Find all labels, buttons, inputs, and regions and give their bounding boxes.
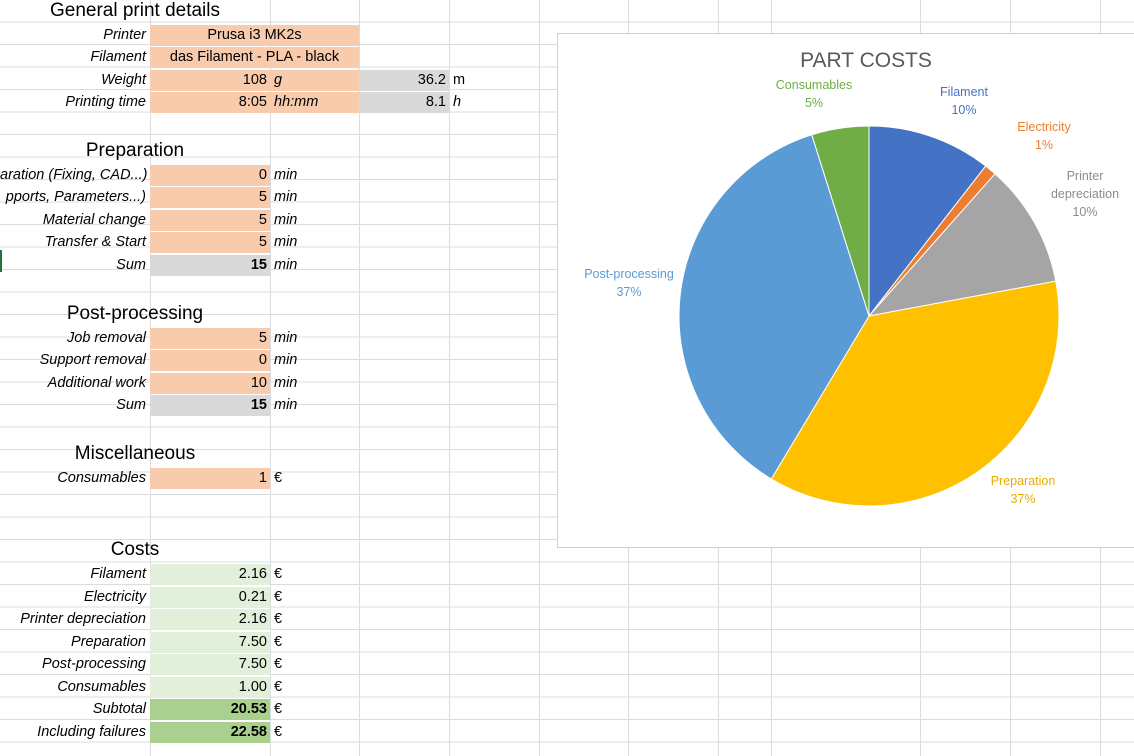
- data-label-category: Post-processing: [584, 267, 674, 281]
- pie-slice-printer-depreciation[interactable]: [867, 173, 1057, 317]
- cost-row-unit: €: [274, 589, 283, 605]
- cost-row-unit: €: [274, 679, 283, 695]
- cost-row-unit: €: [274, 656, 283, 672]
- printing-time-label: Printing time: [65, 94, 146, 110]
- data-label-category: Printer: [1067, 169, 1104, 183]
- filament-label: Filament: [90, 49, 146, 65]
- prep-sum-label: Sum: [116, 257, 146, 273]
- prep-row-unit: min: [274, 189, 298, 205]
- prep-row-value[interactable]: 5: [150, 210, 270, 231]
- consumables-cell[interactable]: 1: [150, 468, 270, 489]
- printing-hours-unit: h: [453, 94, 462, 110]
- cost-row-value[interactable]: 7.50: [150, 632, 270, 653]
- chart-title: PART COSTS: [800, 49, 932, 72]
- filament-cell[interactable]: das Filament - PLA - black: [150, 47, 359, 68]
- data-label-percent: 1%: [1035, 138, 1053, 152]
- printing-time-unit: hh:mm: [270, 92, 359, 113]
- prep-row-value[interactable]: 5: [150, 232, 270, 253]
- cost-row-label: Consumables: [57, 679, 146, 695]
- cost-row-label: Preparation: [71, 634, 146, 650]
- data-label-percent: 5%: [805, 96, 823, 110]
- consumables-unit: €: [274, 470, 283, 486]
- data-label-category: Filament: [940, 85, 988, 99]
- cost-row-value[interactable]: 2.16: [150, 564, 270, 585]
- data-label-category: Preparation: [991, 474, 1056, 488]
- data-label-category: Electricity: [1017, 120, 1071, 134]
- grid-column-line: [539, 0, 540, 756]
- prep-sum-value[interactable]: 15: [150, 255, 270, 276]
- prep-row-value[interactable]: 0: [150, 165, 270, 186]
- prep-row-value[interactable]: 5: [150, 187, 270, 208]
- section-header-costs: Costs: [110, 539, 160, 560]
- weight-cell[interactable]: 108: [150, 70, 270, 91]
- pie-slice-preparation[interactable]: [770, 280, 1060, 507]
- subtotal-label: Subtotal: [92, 701, 146, 717]
- cost-row-unit: €: [274, 634, 283, 650]
- post-sum-unit: min: [274, 397, 298, 413]
- pie-slice-post-processing[interactable]: [678, 134, 870, 480]
- post-row-value[interactable]: 10: [150, 373, 270, 394]
- prep-row-label: pports, Parameters...): [5, 189, 146, 205]
- pie-slice-consumables[interactable]: [811, 125, 870, 317]
- grid-column-line: [270, 0, 271, 756]
- printing-hours-cell[interactable]: 8.1: [359, 92, 449, 113]
- pie-chart-svg: PART COSTS Filament 10% Electricity 1% Print…: [584, 49, 1119, 507]
- post-row-unit: min: [274, 375, 298, 391]
- cost-row-unit: €: [274, 566, 283, 582]
- section-header-post-processing: Post-processing: [66, 303, 204, 324]
- including-failures-label: Including failures: [37, 724, 146, 740]
- section-header-miscellaneous: Miscellaneous: [74, 443, 196, 464]
- post-row-unit: min: [274, 352, 298, 368]
- data-label-percent: 10%: [951, 103, 976, 117]
- data-label-percent: 10%: [1072, 205, 1097, 219]
- cost-row-unit: €: [274, 611, 283, 627]
- cost-row-value[interactable]: 2.16: [150, 609, 270, 630]
- data-label-percent: 37%: [1010, 492, 1035, 506]
- cost-row-label: Printer depreciation: [20, 611, 146, 627]
- subtotal-value[interactable]: 20.53: [150, 699, 270, 720]
- prep-row-label: Transfer & Start: [44, 234, 146, 250]
- subtotal-unit: €: [274, 701, 283, 717]
- selection-indicator: [0, 250, 2, 272]
- post-sum-value[interactable]: 15: [150, 395, 270, 416]
- cost-row-value[interactable]: 0.21: [150, 587, 270, 608]
- weight-label: Weight: [101, 72, 146, 88]
- cost-row-label: Electricity: [83, 589, 146, 605]
- including-failures-unit: €: [274, 724, 283, 740]
- data-label-percent: 37%: [616, 285, 641, 299]
- weight-length-unit: m: [453, 72, 466, 88]
- data-label-category: Consumables: [776, 78, 852, 92]
- printer-label: Printer: [103, 27, 146, 43]
- prep-row-unit: min: [274, 212, 298, 228]
- post-row-label: Job removal: [67, 330, 146, 346]
- grid-column-line: [449, 0, 450, 756]
- printing-time-cell[interactable]: 8:05: [150, 92, 270, 113]
- post-sum-label: Sum: [116, 397, 146, 413]
- post-row-value[interactable]: 5: [150, 328, 270, 349]
- grid-column-line: [359, 0, 360, 756]
- post-row-unit: min: [274, 330, 298, 346]
- pie-slice-filament[interactable]: [868, 125, 987, 318]
- prep-row-label: aration (Fixing, CAD...): [0, 167, 148, 183]
- section-header-preparation: Preparation: [85, 140, 185, 161]
- consumables-label: Consumables: [57, 470, 146, 486]
- post-row-label: Additional work: [47, 375, 146, 391]
- weight-length-cell[interactable]: 36.2: [359, 70, 449, 91]
- section-header-general: General print details: [49, 0, 221, 21]
- part-costs-chart[interactable]: PART COSTS Filament 10% Electricity 1% Print…: [557, 33, 1134, 548]
- prep-row-label: Material change: [42, 212, 146, 228]
- cost-row-label: Post-processing: [42, 656, 146, 672]
- printer-cell[interactable]: Prusa i3 MK2s: [150, 25, 359, 46]
- prep-sum-unit: min: [274, 257, 298, 273]
- data-label-category: depreciation: [1051, 187, 1119, 201]
- including-failures-value[interactable]: 22.58: [150, 722, 270, 743]
- weight-unit: g: [270, 70, 359, 91]
- prep-row-unit: min: [274, 167, 298, 183]
- cost-row-value[interactable]: 7.50: [150, 654, 270, 675]
- post-row-label: Support removal: [39, 352, 146, 368]
- prep-row-unit: min: [274, 234, 298, 250]
- post-row-value[interactable]: 0: [150, 350, 270, 371]
- cost-row-label: Filament: [90, 566, 146, 582]
- cost-row-value[interactable]: 1.00: [150, 677, 270, 698]
